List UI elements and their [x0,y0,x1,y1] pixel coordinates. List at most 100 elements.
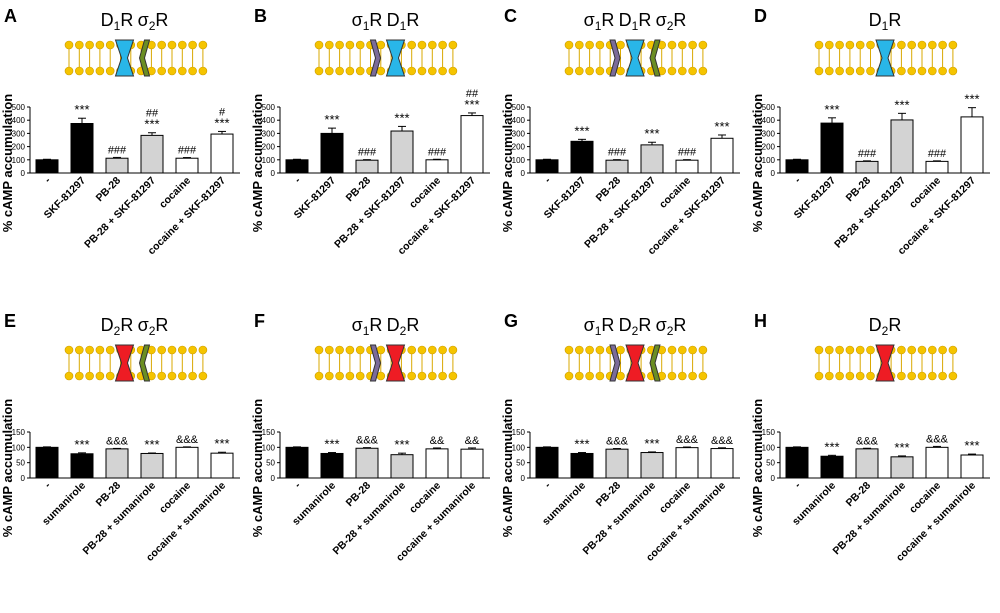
lipid-head [855,40,865,50]
lipid-head [324,66,334,76]
y-tick-label: 0 [21,169,26,178]
category-label: - [42,479,53,490]
lipid-head [698,371,708,381]
lipid-head [585,345,594,355]
lipid-head [105,371,115,381]
receptor-label: σ1R [584,10,615,33]
significance-label: *** [574,437,589,452]
lipid-head [324,40,334,50]
significance-label: *** [644,126,659,141]
lipid-head [564,345,574,355]
lipid-head [855,371,865,381]
lipid-head [167,371,177,381]
lipid-head [677,40,687,50]
y-tick-label: 400 [762,116,776,125]
lipid-head [585,40,594,50]
lipid-head [814,371,824,381]
lipid-head [167,66,177,76]
receptor-label: D2R [101,315,134,338]
bar [175,157,199,174]
sigma1-receptor-icon [609,344,621,382]
receptor-label: D1R [619,10,652,33]
significance-label: *** [214,115,229,130]
d2-receptor-icon [625,344,645,382]
lipid-head [314,371,324,381]
bar [640,144,664,174]
lipid-head [427,66,437,76]
significance-label: ### [108,144,127,156]
lipid-head [417,40,427,50]
significance-label: ## [466,88,479,100]
lipid-head [448,345,458,355]
lipid-head [907,40,917,50]
y-tick-label: 500 [762,103,776,112]
bar [710,448,734,479]
receptor-label: σ1R [352,315,383,338]
significance-label: *** [824,439,839,454]
lipid-head [824,66,834,76]
lipid-head [616,66,625,76]
significance-label: *** [144,117,159,132]
bar [390,130,414,174]
bar [390,454,414,479]
lipid-head [188,345,197,355]
lipid-head [585,66,594,76]
lipid-head [178,40,187,50]
y-tick-label: 500 [512,103,526,112]
significance-label: *** [74,437,89,452]
lipid-head [167,40,177,50]
lipid-head [95,345,105,355]
bar [890,119,914,174]
lipid-head [64,345,74,355]
lipid-head [835,66,844,76]
lipid-head [314,66,324,76]
bar [70,123,94,174]
lipid-head [105,345,115,355]
category-label: PB-28 [594,480,624,510]
lipid-head [814,66,824,76]
significance-label: &&& [176,434,199,446]
bar [710,137,734,174]
category-label: PB-28 [94,480,124,510]
lipid-head [64,371,74,381]
lipid-head [438,66,447,76]
significance-label: &&& [356,435,379,447]
y-tick-label: 300 [262,129,276,138]
y-tick-label: 100 [262,443,276,452]
receptor-label: σ2R [138,315,169,338]
category-label: - [292,479,303,490]
y-tick-label: 400 [12,116,26,125]
lipid-head [855,66,865,76]
lipid-head [85,66,94,76]
lipid-head [938,345,947,355]
lipid-head [667,371,677,381]
significance-label: # [219,106,226,118]
lipid-head [917,40,927,50]
bar [675,159,699,174]
lipid-head [574,345,584,355]
lipid-head [814,40,824,50]
lipid-head [178,345,187,355]
lipid-head [907,345,917,355]
d1-receptor-icon [625,39,645,77]
bar [820,122,844,174]
bar [210,452,234,479]
significance-label: ## [146,108,159,120]
y-tick-label: 0 [521,169,526,178]
category-label: PB-28 [844,480,874,510]
lipid-head [595,371,605,381]
significance-label: *** [464,97,479,112]
sigma2-receptor-icon [138,344,151,382]
lipid-head [948,371,958,381]
lipid-head [845,371,855,381]
panel-letter: D [754,6,767,26]
lipid-head [688,371,697,381]
lipid-head [407,66,417,76]
lipid-head [105,40,115,50]
receptor-label: D1R [387,10,420,33]
lipid-head [198,345,208,355]
bar [35,159,59,174]
panel-letter: H [754,311,767,331]
sigma2-receptor-icon [649,39,661,77]
